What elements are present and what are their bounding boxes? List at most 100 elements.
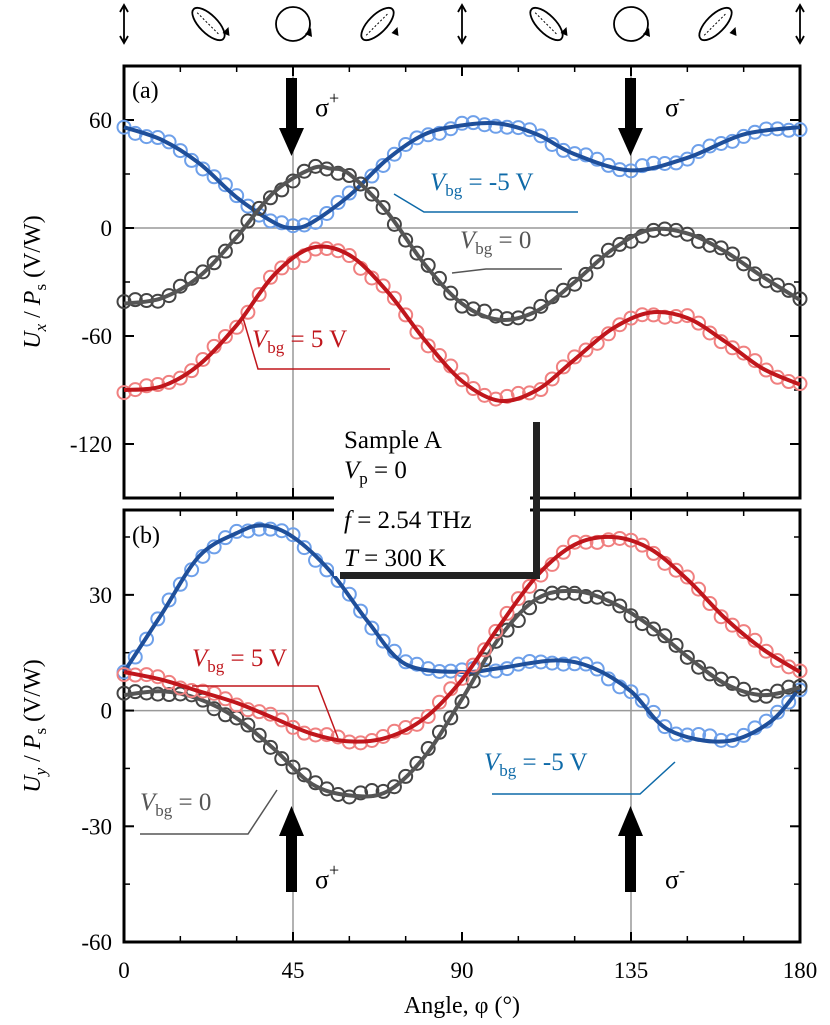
panel-b-y-axis-label: Uy / Ps (V/W)	[20, 659, 50, 793]
panel-b-blue-data-point	[161, 592, 177, 608]
info-temperature: T = 300 K	[344, 545, 446, 572]
arrow-sigma-minus-bottom	[618, 806, 643, 892]
panel-b-blue-data-point	[172, 576, 188, 592]
panel-a-gray-data-point	[364, 186, 380, 202]
panel-a-red-data-point	[691, 315, 707, 331]
panel-a-gray-data-point	[398, 232, 414, 248]
panel-b-label: (b)	[132, 523, 160, 549]
panel-b-blue-data-point	[555, 656, 571, 672]
panel-b-red-data-point	[431, 694, 447, 710]
panel-b-red-data-point	[465, 657, 481, 673]
panel-b-red-data-point	[792, 663, 808, 679]
panel-b-blue-data-point	[781, 694, 797, 710]
panel-b-blue-data-point	[769, 704, 785, 720]
info-box: Sample A Vp = 0 f = 2.54 THz T = 300 K	[334, 418, 540, 579]
panel-a-gray-data-point	[443, 285, 459, 301]
panel-a-red-data-point	[386, 290, 402, 306]
panel-a-gray-data-point	[195, 264, 211, 280]
panel-a-red-data-point	[240, 304, 256, 320]
panel-a-gray-data-point	[420, 257, 436, 273]
panel-a-gray-data-point	[589, 254, 605, 270]
panel-a-gray-data-point	[386, 216, 402, 232]
panel-b-series-blue	[116, 521, 808, 748]
panel-a-y-tick-label: 60	[89, 108, 112, 133]
panel-b-gray-data-point	[150, 686, 166, 702]
panel-b-blue-data-point	[195, 548, 211, 564]
panel-b-gray-data-point	[657, 628, 673, 644]
panel-b-gray-data-point	[691, 659, 707, 675]
panel-b-blue-data-point	[296, 540, 312, 556]
panel-b-blue-data-point	[319, 562, 335, 578]
panel-b-red-data-point	[510, 591, 526, 607]
panel-a-red-data-point	[555, 359, 571, 375]
panel-a-red-data-point	[398, 307, 414, 323]
panel-b-y-tick-label: 0	[101, 699, 113, 724]
panel-b-blue-data-point	[341, 586, 357, 602]
panel-b-gray-data-point	[668, 637, 684, 653]
panel-b-gray-data-point	[499, 622, 515, 638]
panel-a-red-data-point	[544, 371, 560, 387]
panel-a-red-data-point	[420, 338, 436, 354]
panel-b-y-tick-label: 30	[89, 583, 112, 608]
panel-a-blue-data-point	[330, 194, 346, 210]
x-axis-ticks: 0 45 90 135 180	[118, 958, 817, 983]
panel-b-red-data-point	[634, 537, 650, 553]
panel-a-red-data-point	[262, 269, 278, 285]
panel-a-series-blue	[116, 115, 808, 234]
panel-a-gray-data-point	[555, 282, 571, 298]
panel-b-gray-data-point	[251, 727, 267, 743]
x-tick-label: 45	[282, 958, 305, 983]
panel-b-red-data-point	[522, 578, 538, 594]
panel-a-blue-data-point	[262, 213, 278, 229]
panel-b-gray-data-point	[465, 673, 481, 689]
panel-a-blue-data-point	[240, 198, 256, 214]
panel-a-blue-data-point	[217, 177, 233, 193]
panel-a-blue-data-point	[634, 158, 650, 174]
panel-a-red-data-point	[409, 324, 425, 340]
sigma-plus-top-label: σ+	[315, 88, 339, 122]
x-tick-label: 0	[118, 958, 130, 983]
polarization-circular-icon	[275, 6, 312, 42]
panel-a-blue-data-point	[206, 169, 222, 185]
panel-b-red-data-point	[454, 670, 470, 686]
panel-a-gray-data-point	[161, 288, 177, 304]
sigma-minus-bottom-label: σ-	[665, 860, 685, 894]
panel-b-red-fit-line	[123, 534, 802, 744]
panel-b-blue-data-point	[139, 631, 155, 647]
panel-b-red-data-point	[724, 617, 740, 633]
panel-a-gray-data-point	[251, 200, 267, 216]
panel-b-gray-data-point	[679, 649, 695, 665]
panel-b-red-data-point	[555, 544, 571, 560]
panel-b-gray-data-point	[454, 694, 470, 710]
panel-b-blue-data-point	[217, 530, 233, 546]
panel-a-y-tick-label: 0	[101, 216, 113, 241]
panel-b-red-data-point	[409, 716, 425, 732]
panel-a-blue-data-point	[341, 185, 357, 201]
panel-b-blue-data-point	[251, 521, 267, 537]
panel-a-blue-data-point	[567, 146, 583, 162]
panel-b-blue-data-point	[634, 693, 650, 709]
panel-b-blue-data-point	[364, 620, 380, 636]
panel-b-red-data-point	[488, 623, 504, 639]
panel-b-red-data-point	[679, 569, 695, 585]
panel-b-blue-data-point	[150, 611, 166, 627]
panel-a-gray-series-label: Vbg = 0	[460, 227, 531, 258]
panel-b-red-data-point	[713, 609, 729, 625]
panel-a-label: (a)	[132, 78, 159, 104]
panel-a-gray-data-point	[736, 256, 752, 272]
panel-a-y-tick-label: -120	[70, 432, 112, 457]
panel-a-red-data-point	[195, 352, 211, 368]
panel-a-red-data-point	[229, 319, 245, 335]
arrow-sigma-minus-top	[618, 78, 643, 156]
panel-a-blue-data-point	[319, 205, 335, 221]
panel-b-y-tick-label: -30	[81, 814, 112, 839]
panel-a-gray-data-point	[600, 242, 616, 258]
panel-b-blue-data-point	[623, 684, 639, 700]
panel-b-gray-fit-line	[123, 588, 801, 799]
polarization-elliptical-left-icon	[191, 6, 230, 42]
panel-a-red-data-point	[375, 278, 391, 294]
panel-b-gray-data-point	[792, 678, 808, 694]
panel-a-gray-data-point	[229, 229, 245, 245]
panel-a-blue-data-point	[364, 168, 380, 184]
panel-a-y-tick-label: -60	[81, 324, 112, 349]
